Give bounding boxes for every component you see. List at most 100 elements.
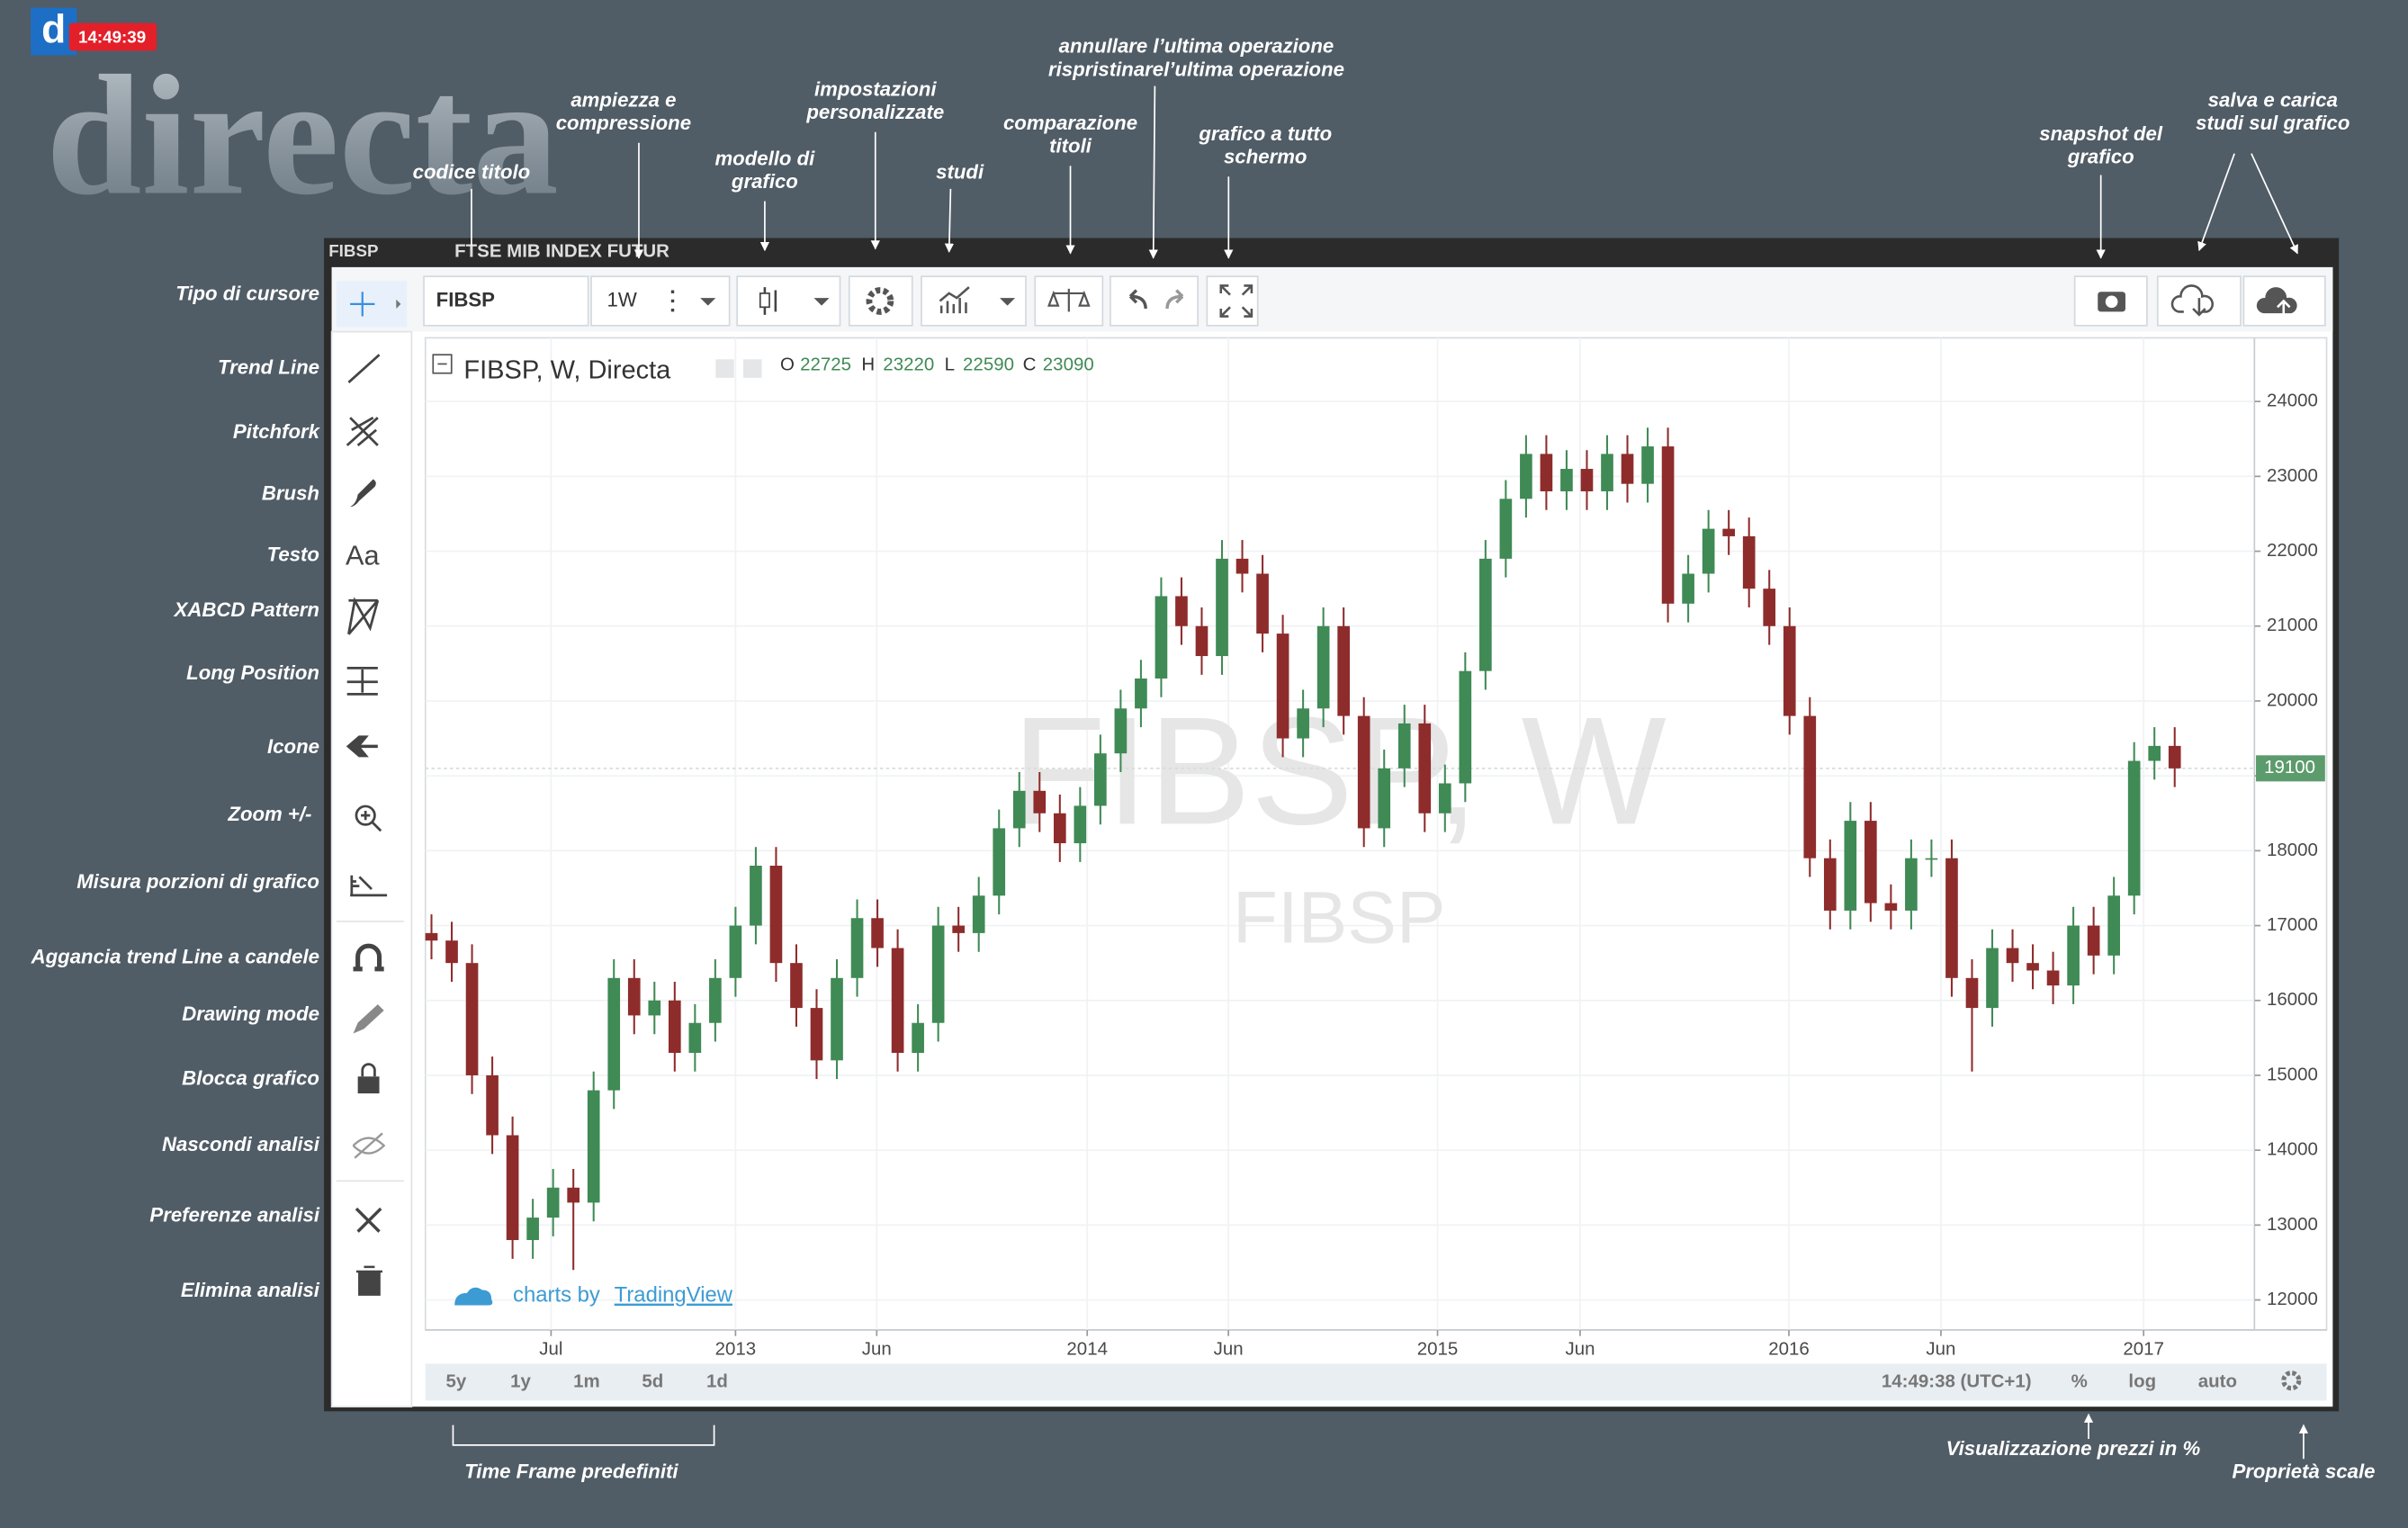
candle-body <box>607 977 621 1091</box>
undo-icon[interactable] <box>1128 289 1147 310</box>
candle-body <box>1053 813 1066 844</box>
lock-icon[interactable] <box>361 1063 376 1077</box>
annotation: Time Frame predefiniti <box>464 1460 678 1482</box>
arrow <box>2197 153 2235 252</box>
zoom-icon[interactable] <box>361 811 382 832</box>
legend-icon[interactable] <box>715 359 734 378</box>
annotation: schermo <box>1224 146 1307 168</box>
tool-icons: Aa <box>336 281 408 1296</box>
annotation: comparazione <box>1003 112 1137 134</box>
y-tick-label: 22000 <box>2267 540 2318 561</box>
candle-body <box>729 925 742 978</box>
zoom-icon[interactable] <box>355 804 376 826</box>
x-tick-label: Jul <box>539 1338 562 1359</box>
cursor-icon[interactable] <box>350 292 375 317</box>
dropdown[interactable] <box>813 298 830 306</box>
tool-label: Aggancia trend Line a candele <box>31 946 319 968</box>
plot-frame <box>424 337 2328 1331</box>
legend-icon[interactable] <box>743 359 762 378</box>
symbol-tab[interactable]: FIBSP <box>328 241 378 260</box>
dropdown[interactable] <box>1000 298 1016 306</box>
candle-body <box>1823 858 1837 911</box>
candle-body <box>2026 963 2039 971</box>
legend-title: FIBSP, W, Directa <box>463 356 671 385</box>
scale-settings[interactable] <box>2281 1371 2302 1391</box>
legend-collapse[interactable] <box>432 354 453 374</box>
y-tick-label: 20000 <box>2267 689 2318 710</box>
candle-body <box>1864 821 1877 903</box>
tool-label: XABCD Pattern <box>173 598 319 621</box>
interval[interactable]: 1W <box>607 288 637 310</box>
range-button[interactable]: 1y <box>510 1371 531 1391</box>
trendline-icon[interactable] <box>347 354 381 383</box>
range-button[interactable]: 5y <box>445 1371 466 1391</box>
x-tick-label: 2013 <box>715 1338 757 1359</box>
range-button[interactable]: 1d <box>706 1371 728 1391</box>
tool-label: Trend Line <box>218 355 319 378</box>
legend-ohlc: O <box>780 355 795 375</box>
candle-body <box>648 1000 661 1016</box>
symbol-input[interactable]: FIBSP <box>436 288 496 310</box>
candle-body <box>668 1000 681 1054</box>
candle-body <box>850 918 864 978</box>
lock-icon[interactable] <box>357 1076 380 1094</box>
dropdown[interactable] <box>700 298 716 306</box>
candle-body <box>1702 528 1715 574</box>
credit: charts by <box>513 1283 600 1308</box>
xabcd-icon[interactable] <box>347 597 380 635</box>
preferences-icon[interactable] <box>355 1207 382 1233</box>
studies-btn[interactable] <box>921 275 1027 327</box>
last-price-label: 19100 <box>2264 757 2315 777</box>
legend-ohlc: 23090 <box>1043 355 1094 375</box>
fullscreen-btn[interactable] <box>1206 275 1259 327</box>
candle-body <box>1256 573 1269 634</box>
y-tick-label: 16000 <box>2267 989 2318 1010</box>
credit-link[interactable]: TradingView <box>615 1283 733 1308</box>
pitchfork-icon[interactable] <box>346 416 379 446</box>
undo-redo-btn[interactable] <box>1110 275 1200 327</box>
tool-label: Misura porzioni di grafico <box>76 870 319 893</box>
hide-icon[interactable] <box>352 1132 386 1159</box>
chart-type-btn[interactable] <box>736 275 841 327</box>
settings-btn[interactable] <box>848 275 913 327</box>
measure-icon[interactable] <box>350 875 388 897</box>
brush-icon[interactable] <box>350 479 376 508</box>
candle-body <box>1155 596 1168 679</box>
log-toggle[interactable]: log <box>2128 1371 2156 1391</box>
tool-separator <box>336 921 404 1182</box>
range-button[interactable]: 5d <box>642 1371 663 1391</box>
plot-layer: Jul 2013 Jun 2014 Jun 2015 Jun 2016 Jun 2017 12000… <box>425 337 2325 1359</box>
text-icon[interactable]: Aa <box>346 540 380 571</box>
symbol-box[interactable] <box>423 275 589 327</box>
arrow <box>2251 153 2298 255</box>
candle-body <box>486 1074 499 1136</box>
auto-toggle[interactable]: auto <box>2198 1371 2237 1391</box>
tool-label: Pitchfork <box>233 420 321 443</box>
candle-body <box>567 1187 580 1203</box>
magnet-icon[interactable] <box>353 943 384 972</box>
x-tick-label: 2014 <box>1066 1338 1108 1359</box>
redo-icon[interactable] <box>1165 289 1184 310</box>
candle-body <box>1986 948 1999 1009</box>
tool-label: Elimina analisi <box>181 1279 320 1301</box>
camera-icon <box>2105 295 2118 309</box>
legend-ohlc: H <box>861 355 875 375</box>
candle-body <box>1135 679 1147 709</box>
candle-body <box>1074 805 1087 844</box>
drawing-mode-icon[interactable] <box>353 1004 384 1034</box>
icons-icon[interactable] <box>346 735 378 758</box>
candle-body <box>1459 670 1472 784</box>
delete-icon[interactable] <box>355 1265 382 1296</box>
range-button[interactable]: 1m <box>573 1371 600 1391</box>
percent-toggle[interactable]: % <box>2071 1371 2088 1391</box>
x-tick-label: Jun <box>1565 1338 1595 1359</box>
candle-body <box>445 940 458 964</box>
annotation: snapshot del <box>2039 122 2163 145</box>
cursor-dropdown[interactable] <box>396 299 401 310</box>
tool-label: Zoom +/- <box>227 803 311 825</box>
candle-body <box>587 1090 600 1203</box>
annotation: titoli <box>1049 135 1092 157</box>
position-icon[interactable] <box>346 666 378 696</box>
candle-body <box>1945 858 1958 978</box>
annotation: studi <box>936 161 984 184</box>
